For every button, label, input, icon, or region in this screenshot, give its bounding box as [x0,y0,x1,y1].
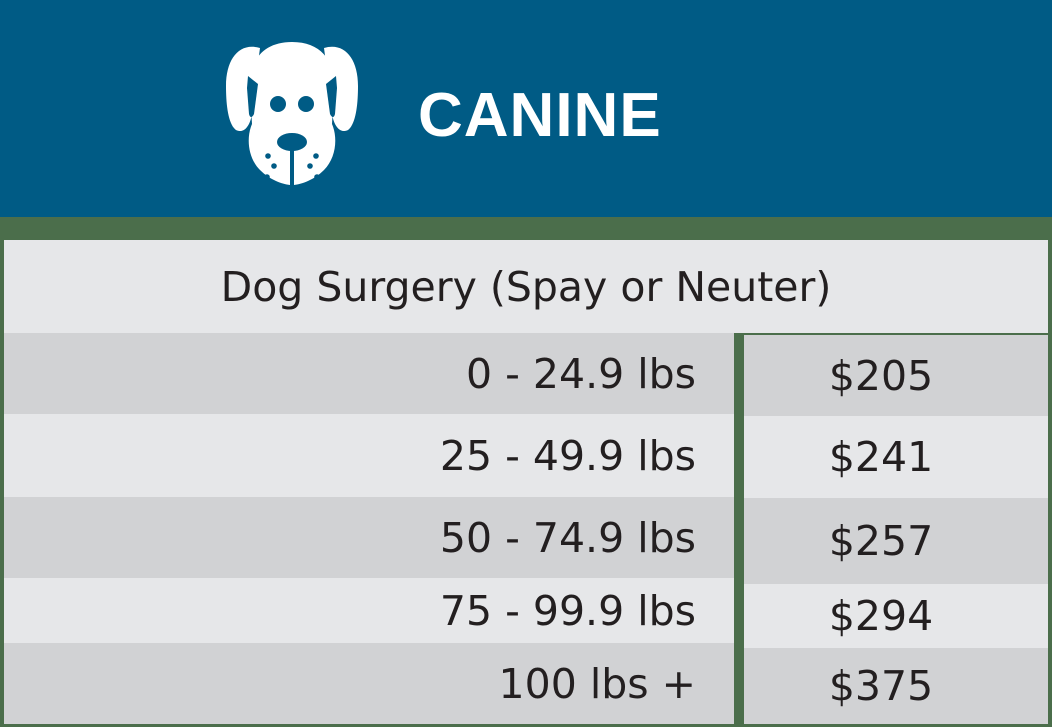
weight-cell: 50 - 74.9 lbs [4,497,734,578]
dog-face-icon [226,42,358,188]
price-cell: $294 [744,584,1048,648]
weight-cell: 100 lbs + [4,643,734,724]
price-cell: $241 [744,416,1048,498]
weight-column: 0 - 24.9 lbs 25 - 49.9 lbs 50 - 74.9 lbs… [4,333,734,724]
weight-cell: 0 - 24.9 lbs [4,333,734,414]
page-title: CANINE [418,81,662,150]
weight-cell: 25 - 49.9 lbs [4,414,734,497]
price-table: Dog Surgery (Spay or Neuter) 0 - 24.9 lb… [4,240,1048,724]
header-banner: CANINE [0,0,1052,217]
table-subtitle: Dog Surgery (Spay or Neuter) [4,240,1048,333]
price-column: $205 $241 $257 $294 $375 [744,335,1048,724]
price-cell: $205 [744,335,1048,416]
weight-cell: 75 - 99.9 lbs [4,578,734,643]
price-cell: $375 [744,648,1048,724]
price-cell: $257 [744,498,1048,584]
